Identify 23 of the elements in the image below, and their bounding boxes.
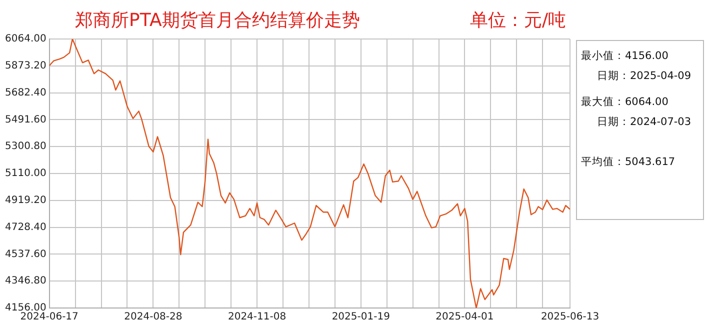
y-tick-label: 4537.60 bbox=[4, 248, 46, 260]
chart-subtitle: 单位：元/吨 bbox=[470, 9, 566, 32]
x-tick-label: 2025-06-13 bbox=[540, 312, 600, 323]
y-tick-label: 4346.80 bbox=[4, 276, 46, 287]
x-tick-label: 2025-04-01 bbox=[436, 312, 494, 323]
text: 平均值：5043.617 bbox=[581, 155, 676, 169]
y-tick-label: 6064.00 bbox=[4, 34, 46, 45]
text: 最小值：4156.00 bbox=[581, 49, 670, 63]
y-tick-label: 5682.40 bbox=[4, 87, 46, 98]
text: 日期：2025-04-09 bbox=[597, 69, 692, 83]
y-tick-label: 5873.20 bbox=[4, 60, 46, 72]
x-tick-label: 2024-08-28 bbox=[124, 312, 182, 323]
x-tick-label: 2024-06-17 bbox=[20, 312, 78, 323]
text: 最大值：6064.00 bbox=[581, 95, 670, 109]
chart-title: 郑商所PTA期货首月合约结算价走势 bbox=[75, 9, 360, 32]
y-tick-label: 5491.60 bbox=[4, 114, 46, 126]
y-tick-label: 4919.20 bbox=[4, 194, 46, 206]
y-tick-label: 4728.40 bbox=[4, 222, 46, 233]
x-tick-label: 2025-01-19 bbox=[332, 312, 390, 323]
x-tick-label: 2024-11-08 bbox=[228, 312, 286, 323]
text: 日期：2024-07-03 bbox=[597, 115, 692, 129]
y-tick-label: 5110.00 bbox=[4, 168, 46, 180]
y-tick-label: 5300.80 bbox=[4, 141, 46, 152]
